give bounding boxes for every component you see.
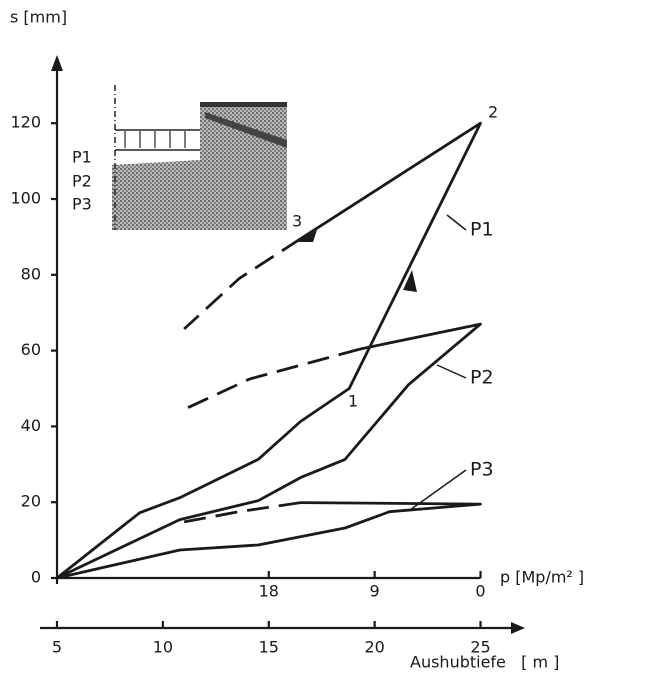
line: [56, 121, 482, 580]
x-tick-label: 15: [259, 638, 279, 657]
y-tick-label: 80: [21, 264, 41, 283]
soil: [112, 105, 287, 230]
point-label: 3: [292, 212, 302, 231]
x2-tick-label: 9: [370, 582, 380, 601]
inset: P1 P2 P3: [72, 85, 287, 230]
x-tick-label: 5: [52, 638, 62, 657]
leader-line: [436, 364, 467, 379]
dashed-line: [183, 501, 301, 524]
x2-tick-label: 18: [259, 582, 279, 601]
surface: [200, 102, 287, 107]
y-axis-label: s [mm]: [10, 8, 67, 27]
x-axis-label: Aushubtiefe [ m ]: [410, 653, 559, 672]
dashed-line: [183, 347, 361, 411]
x2-axis-label: p [Mp/m² ]: [500, 568, 584, 587]
leader-line: [446, 214, 467, 231]
inset-label: P1: [72, 148, 92, 167]
dashed-line: [183, 237, 302, 331]
y-tick-label: 20: [21, 492, 41, 511]
x-axis-arrow: [511, 622, 525, 634]
leader-line: [409, 469, 467, 511]
anchor: [205, 112, 287, 148]
inset-label: P3: [72, 195, 92, 214]
direction-arrow: [297, 230, 317, 242]
line: [56, 322, 482, 580]
y-tick-label: 40: [21, 416, 41, 435]
inset-label: P2: [72, 172, 92, 191]
load-arrows: [124, 131, 186, 148]
y-tick-label: 100: [10, 189, 41, 208]
legend-label: P1: [470, 219, 494, 241]
y-tick-label: 60: [21, 340, 41, 359]
legend-label: P3: [470, 459, 494, 481]
y-tick-label: 120: [10, 113, 41, 132]
direction-arrow: [403, 270, 417, 292]
legend-label: P2: [470, 367, 494, 389]
y-tick-label: 0: [31, 568, 41, 587]
x-tick-label: 20: [364, 638, 384, 657]
point-label: 1: [348, 392, 358, 411]
y-axis-arrow: [51, 55, 63, 71]
x-tick-label: 25: [470, 638, 490, 657]
x-tick-label: 10: [153, 638, 173, 657]
line: [56, 501, 482, 580]
point-label: 2: [488, 103, 498, 122]
x2-tick-label: 0: [475, 582, 485, 601]
